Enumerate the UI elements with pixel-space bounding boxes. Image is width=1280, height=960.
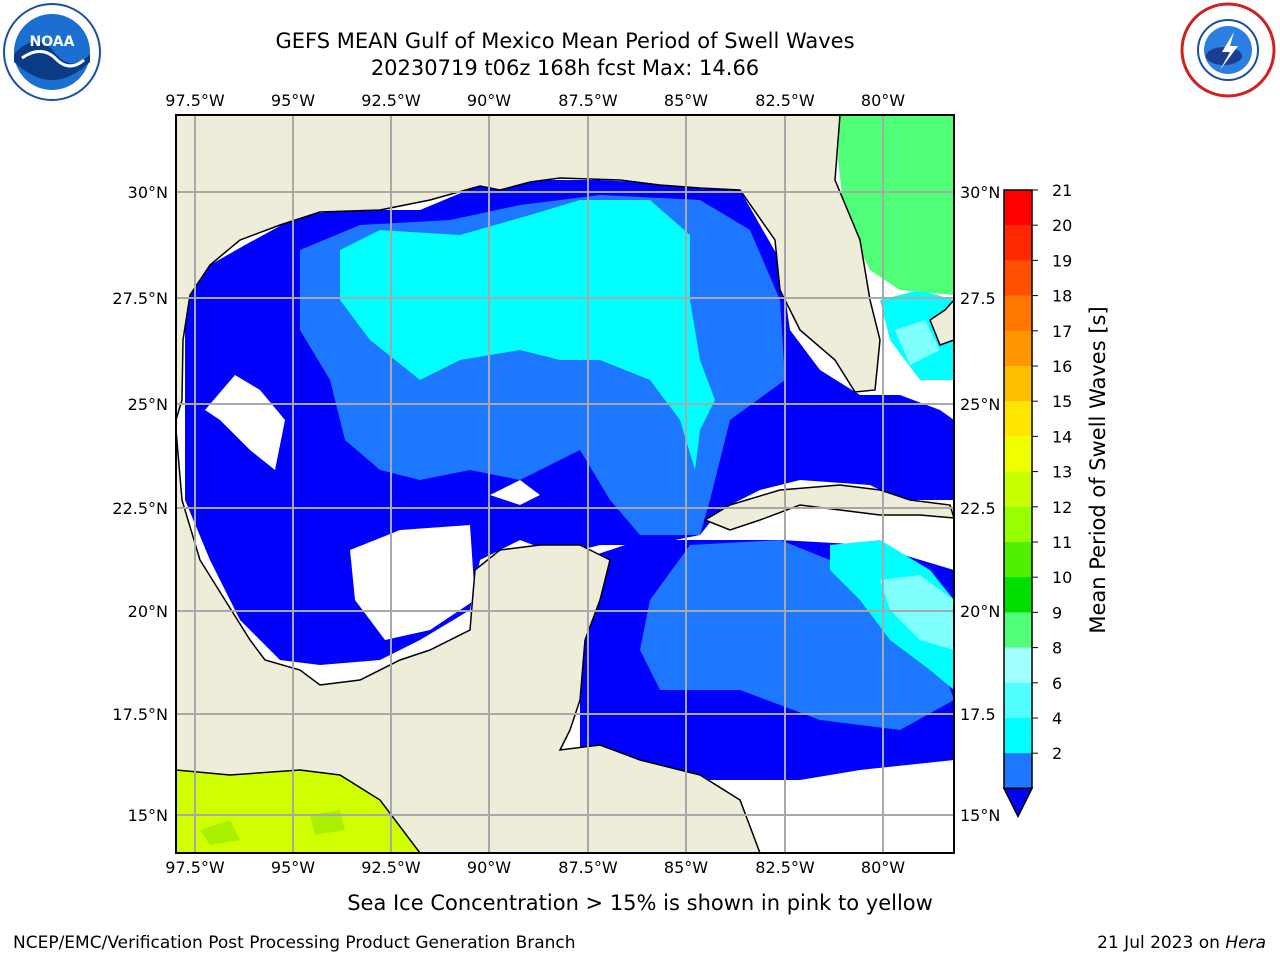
colorbar-label: Mean Period of Swell Waves [s]	[1086, 306, 1110, 634]
lat-tick-right: 22.5	[960, 499, 996, 518]
colorbar-segment	[1004, 260, 1032, 297]
colorbar-tick-label: 21	[1052, 181, 1072, 200]
lon-tick-top: 82.5°W	[755, 91, 815, 110]
lat-tick-right: 15°N	[960, 806, 1000, 825]
colorbar-tick-label: 8	[1052, 639, 1062, 658]
lon-tick-bottom: 87.5°W	[558, 858, 618, 877]
lon-tick-top: 97.5°W	[165, 91, 225, 110]
colorbar-tick-label: 10	[1052, 568, 1072, 587]
lat-tick-left: 20°N	[128, 602, 168, 621]
colorbar-segment	[1004, 542, 1032, 578]
lat-tick-right: 30°N	[960, 183, 1000, 202]
colorbar-tick-label: 18	[1052, 287, 1072, 306]
colorbar-tick-label: 9	[1052, 603, 1062, 622]
sea-ice-note: Sea Ice Concentration > 15% is shown in …	[347, 891, 933, 915]
chart-title: GEFS MEAN Gulf of Mexico Mean Period of …	[275, 29, 855, 53]
credit-branch: NCEP/EMC/Verification Post Processing Pr…	[13, 933, 576, 953]
run-date: 21 Jul 2023 on	[1097, 933, 1226, 953]
nws-logo	[1180, 2, 1276, 98]
noaa-logo: NOAA	[3, 3, 101, 101]
colorbar-segment	[1004, 753, 1032, 789]
lat-tick-left: 17.5°N	[112, 705, 168, 724]
lon-tick-top: 90°W	[467, 91, 511, 110]
lon-tick-bottom: 90°W	[467, 858, 511, 877]
map-gridlines	[176, 115, 954, 853]
lon-tick-top: 92.5°W	[361, 91, 421, 110]
lon-tick-top: 87.5°W	[558, 91, 618, 110]
map-plot-area	[176, 115, 954, 853]
lon-tick-top: 80°W	[861, 91, 905, 110]
colorbar-segment	[1004, 682, 1032, 719]
colorbar-segment	[1004, 506, 1032, 543]
colorbar-tick-label: 17	[1052, 322, 1072, 341]
colorbar-segment	[1004, 647, 1032, 684]
colorbar-tick-label: 20	[1052, 216, 1072, 235]
colorbar-extend-arrow	[1002, 787, 1034, 819]
lon-tick-bottom: 82.5°W	[755, 858, 815, 877]
lat-tick-right: 20°N	[960, 602, 1000, 621]
lon-tick-bottom: 95°W	[271, 858, 315, 877]
colorbar-segment	[1004, 225, 1032, 261]
colorbar-segment	[1004, 718, 1032, 754]
colorbar-segment	[1004, 577, 1032, 613]
colorbar-tick-label: 16	[1052, 357, 1072, 376]
colorbar-tick-label: 12	[1052, 498, 1072, 517]
lat-tick-left: 15°N	[128, 806, 168, 825]
machine-name: Hera	[1225, 933, 1266, 953]
lat-tick-right: 25°N	[960, 395, 1000, 414]
colorbar-tick-label: 11	[1052, 533, 1072, 552]
lat-tick-left: 30°N	[128, 183, 168, 202]
colorbar-segment	[1004, 401, 1032, 437]
chart-subtitle: 20230719 t06z 168h fcst Max: 14.66	[370, 56, 760, 80]
colorbar-tick-label: 13	[1052, 463, 1072, 482]
credit-date: 21 Jul 2023 on Hera	[1097, 933, 1266, 953]
lon-tick-bottom: 92.5°W	[361, 858, 421, 877]
colorbar-segment	[1004, 190, 1032, 226]
lat-tick-left: 22.5°N	[112, 499, 168, 518]
colorbar-segment	[1004, 295, 1032, 332]
colorbar: 21 20 19 18 17 16 15 14 13 12 11 10 9 8 6 4 2	[1002, 181, 1072, 819]
colorbar-tick-label: 14	[1052, 427, 1072, 446]
lat-tick-left: 27.5°N	[112, 289, 168, 308]
lon-tick-bottom: 97.5°W	[165, 858, 225, 877]
colorbar-frame	[1003, 189, 1033, 790]
lat-tick-right: 17.5	[960, 705, 996, 724]
map-frame	[175, 114, 955, 854]
lon-tick-bottom: 80°W	[861, 858, 905, 877]
lat-tick-left: 25°N	[128, 395, 168, 414]
colorbar-segment	[1004, 330, 1032, 367]
lon-tick-bottom: 85°W	[664, 858, 708, 877]
colorbar-tick-label: 2	[1052, 744, 1062, 763]
colorbar-tick-label: 4	[1052, 709, 1062, 728]
colorbar-segment	[1004, 436, 1032, 473]
lat-tick-right: 27.5	[960, 289, 996, 308]
colorbar-segment	[1004, 366, 1032, 402]
colorbar-segment	[1004, 471, 1032, 508]
colorbar-tick-label: 19	[1052, 251, 1072, 270]
colorbar-tick-label: 15	[1052, 392, 1072, 411]
colorbar-segment	[1004, 612, 1032, 649]
lon-tick-top: 95°W	[271, 91, 315, 110]
colorbar-tick-label: 6	[1052, 674, 1062, 693]
svg-text:NOAA: NOAA	[30, 34, 75, 50]
lon-tick-top: 85°W	[664, 91, 708, 110]
